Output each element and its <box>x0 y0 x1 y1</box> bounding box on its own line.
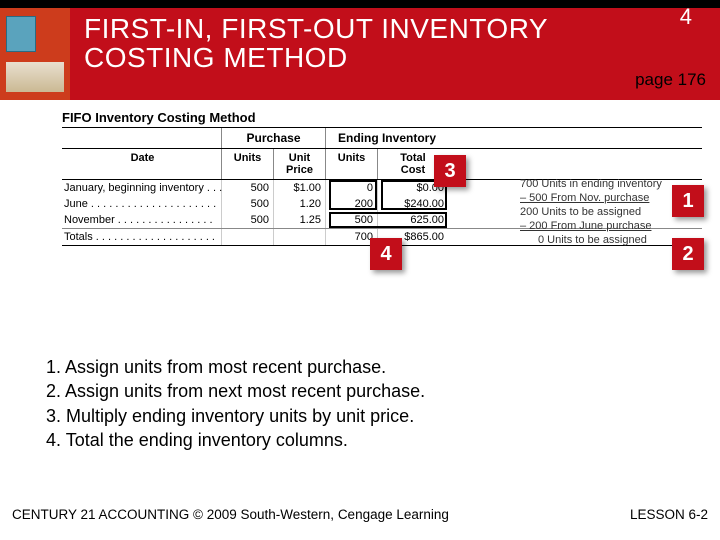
totals-label: Totals . . . . . . . . . . . . . . . . .… <box>62 229 222 245</box>
col-group-purchase: Purchase <box>222 128 326 148</box>
slide-title-line2: COSTING METHOD <box>84 43 712 72</box>
col-group-ending: Ending Inventory <box>326 128 448 148</box>
side-note: 200 Units to be assigned <box>520 206 641 218</box>
slide-number: 4 <box>680 4 692 30</box>
col-unit-price: UnitPrice <box>274 149 326 179</box>
cell-date: November . . . . . . . . . . . . . . . . <box>62 212 222 228</box>
outline-units-col <box>329 180 377 210</box>
side-note: – 200 From June purchase <box>520 220 651 232</box>
cell-u1: 500 <box>222 180 274 196</box>
footer-copyright: CENTURY 21 ACCOUNTING © 2009 South-Weste… <box>12 507 449 522</box>
textbook-thumbnail <box>0 8 70 100</box>
footer: CENTURY 21 ACCOUNTING © 2009 South-Weste… <box>12 507 708 522</box>
callout-4: 4 <box>370 238 402 270</box>
step-1: 1. Assign units from most recent purchas… <box>46 355 425 379</box>
cell-date: January, beginning inventory . . . <box>62 180 222 196</box>
callout-1: 1 <box>672 185 704 217</box>
table-title: FIFO Inventory Costing Method <box>62 110 702 125</box>
table-group-header: Purchase Ending Inventory <box>62 127 702 149</box>
steps-list: 1. Assign units from most recent purchas… <box>46 355 425 452</box>
cell-up: $1.00 <box>274 180 326 196</box>
cell-up: 1.25 <box>274 212 326 228</box>
callout-2: 2 <box>672 238 704 270</box>
footer-lesson: LESSON 6-2 <box>630 507 708 522</box>
step-3: 3. Multiply ending inventory units by un… <box>46 404 425 428</box>
step-2: 2. Assign units from next most recent pu… <box>46 379 425 403</box>
side-note: 0 Units to be assigned <box>538 234 647 246</box>
cell-date: June . . . . . . . . . . . . . . . . . .… <box>62 196 222 212</box>
callout-3: 3 <box>434 155 466 187</box>
cell-u1: 500 <box>222 212 274 228</box>
title-area: 4 FIRST-IN, FIRST-OUT INVENTORY COSTING … <box>70 8 720 100</box>
cell-u1: 500 <box>222 196 274 212</box>
col-date: Date <box>62 149 222 179</box>
slide-title-line1: FIRST-IN, FIRST-OUT INVENTORY <box>84 14 712 43</box>
table-col-header: Date Units UnitPrice Units TotalCost <box>62 149 702 180</box>
page-reference: page 176 <box>635 70 706 90</box>
header: 4 FIRST-IN, FIRST-OUT INVENTORY COSTING … <box>0 8 720 100</box>
side-note: 700 Units in ending inventory <box>520 178 662 190</box>
cell-up: 1.20 <box>274 196 326 212</box>
col-units2: Units <box>326 149 378 179</box>
top-black-band <box>0 0 720 8</box>
col-units1: Units <box>222 149 274 179</box>
step-4: 4. Total the ending inventory columns. <box>46 428 425 452</box>
side-note: – 500 From Nov. purchase <box>520 192 649 204</box>
outline-totals-row <box>329 212 447 228</box>
